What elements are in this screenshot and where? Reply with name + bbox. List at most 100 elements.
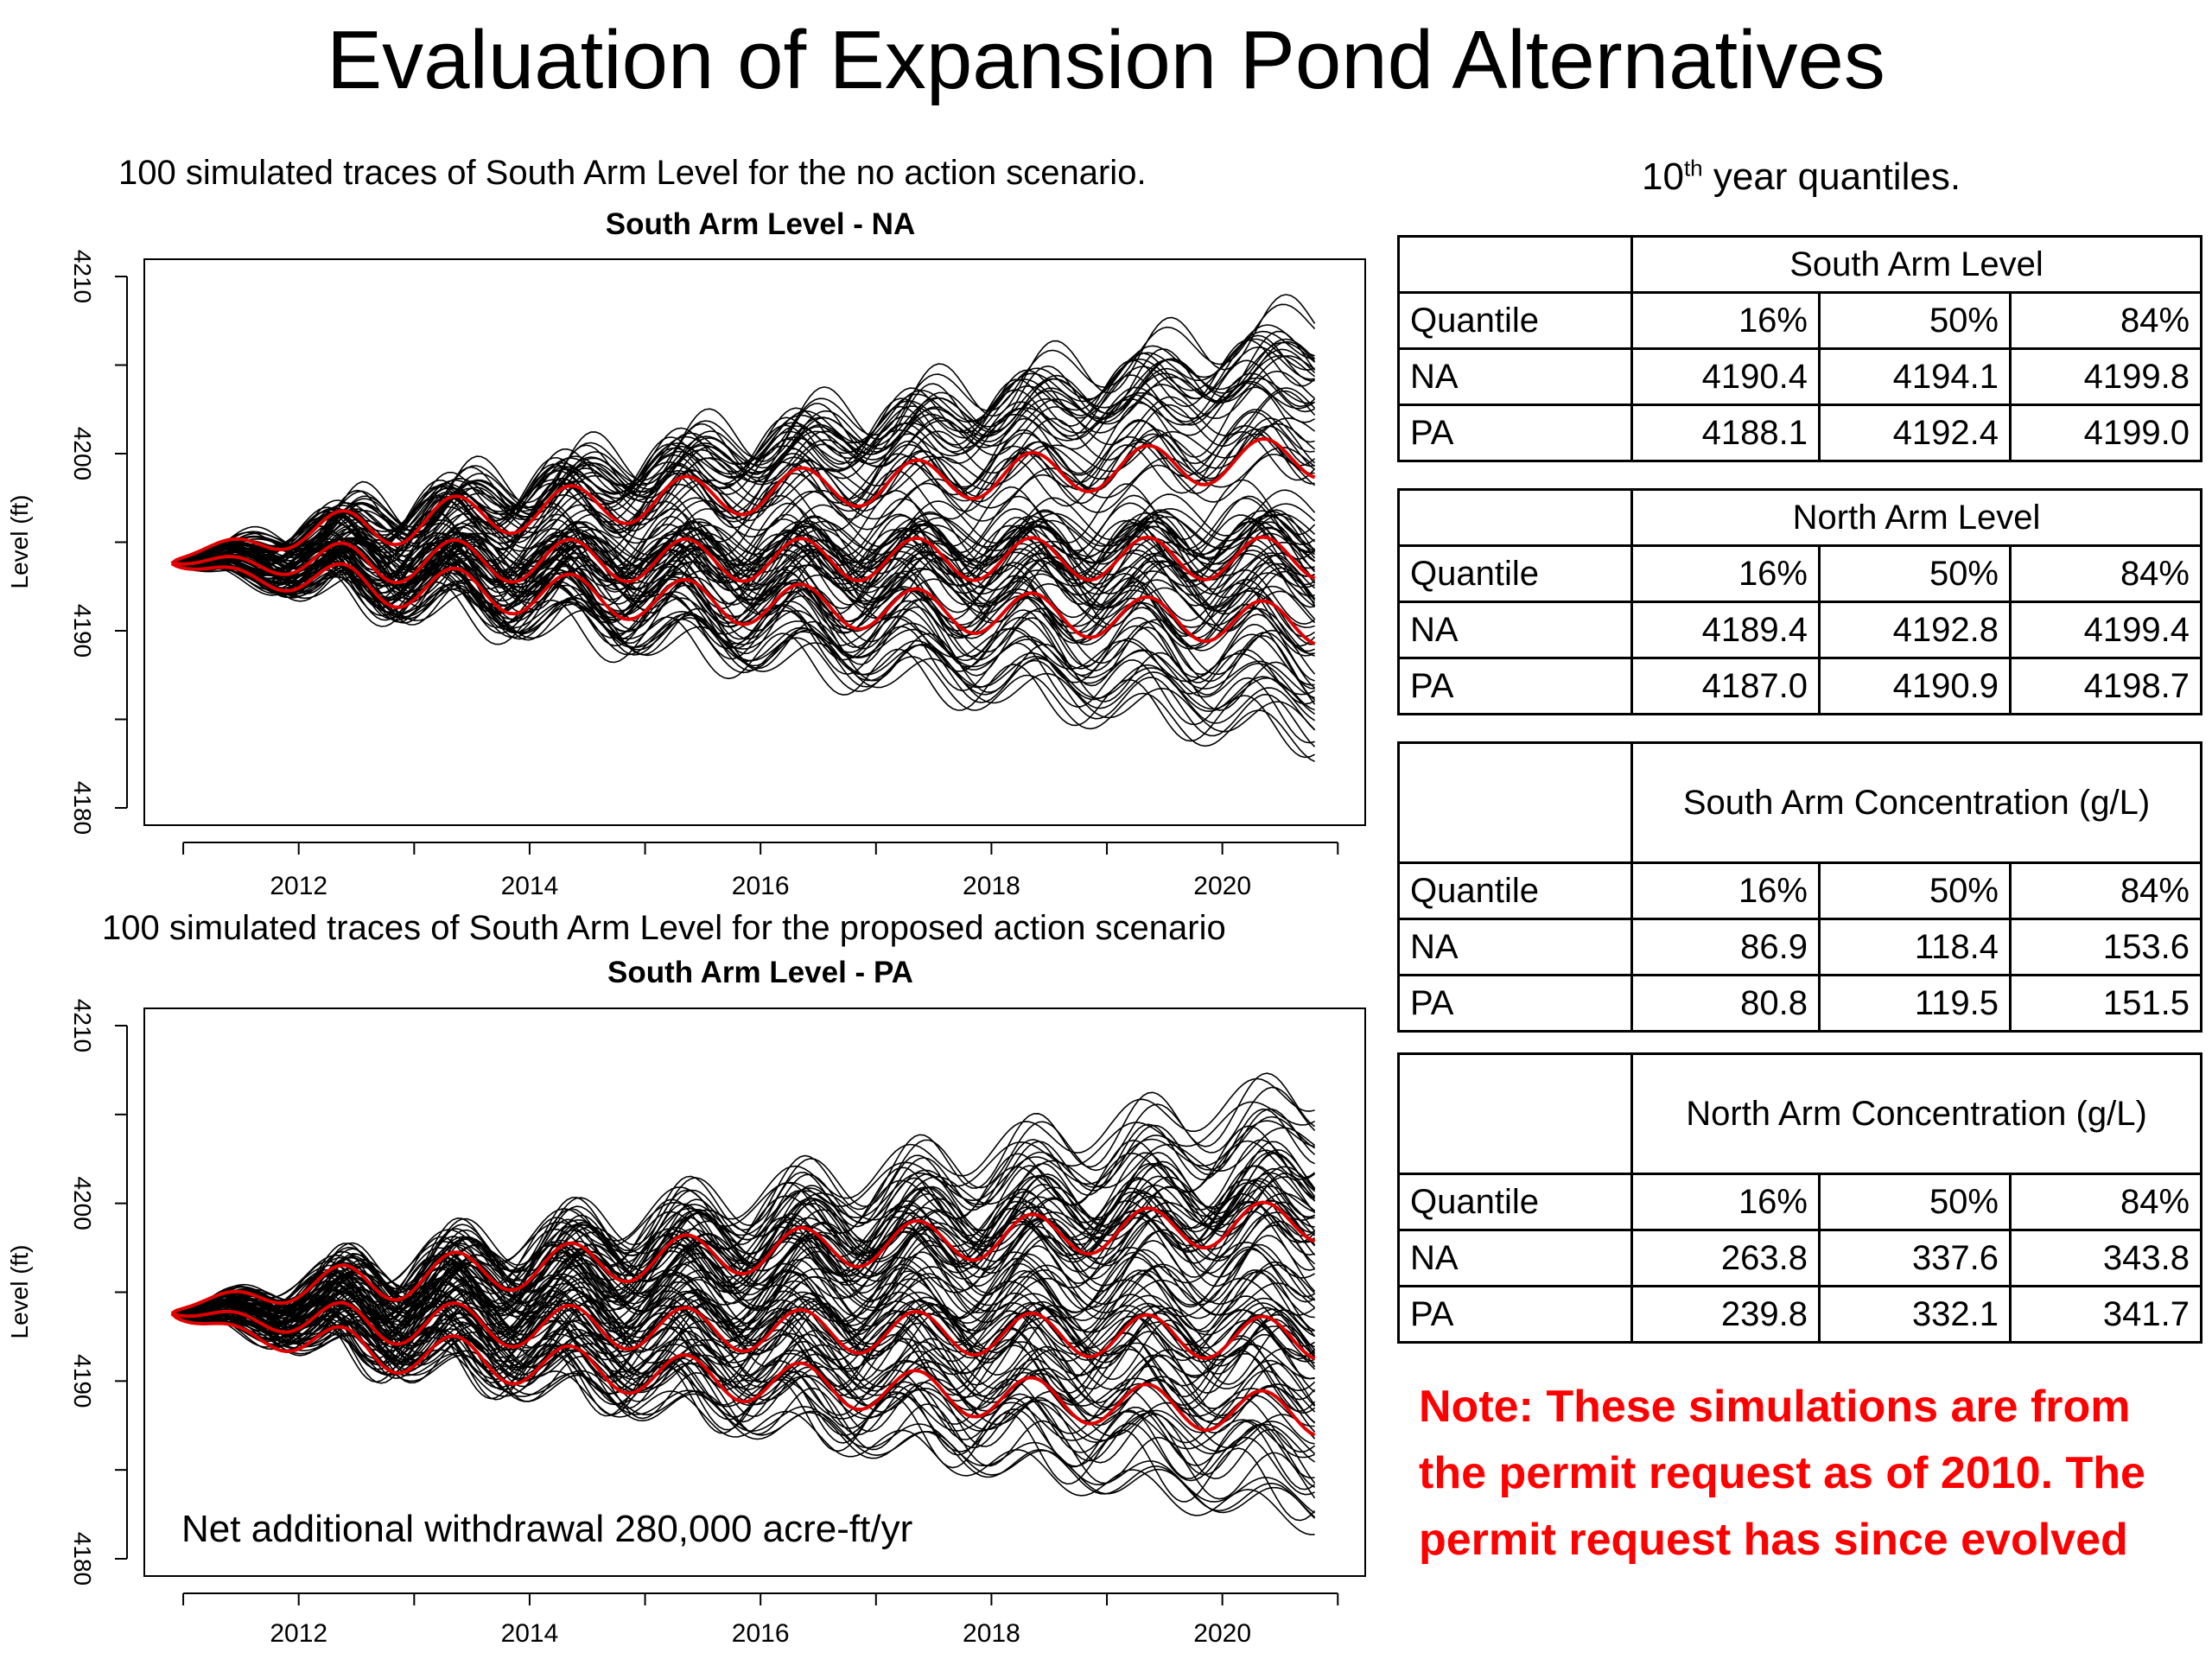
row-label: PA [1397, 657, 1633, 715]
trace-line [171, 1151, 1316, 1314]
plot-frame [143, 1007, 1366, 1577]
x-tick-label: 2018 [963, 1619, 1020, 1648]
trace-line [171, 1125, 1316, 1314]
trace-line [171, 509, 1316, 582]
col-84: 84% [2008, 1173, 2203, 1231]
trace-line [171, 430, 1316, 571]
table-cell: 151.5 [2009, 974, 2202, 1033]
trace-line [171, 387, 1316, 564]
pa-annotation: Net additional withdrawal 280,000 acre-f… [181, 1508, 913, 1550]
table-cell: 4187.0 [1630, 657, 1821, 715]
trace-line [171, 563, 1315, 705]
table-cell: 4198.7 [2009, 657, 2202, 715]
table-south-arm-level: South Arm Level Quantile 16% 50% 84% NA 4190… [1397, 235, 2203, 462]
table-south-arm-concentration: South Arm Concentration (g/L) Quantile 16… [1397, 741, 2202, 1033]
trace-line [171, 560, 1315, 629]
table-cell: 4192.4 [1818, 404, 2012, 462]
trace-line [171, 1313, 1315, 1535]
quantile-label: Quantile [1397, 291, 1633, 350]
col-16: 16% [1630, 291, 1821, 350]
trace-line [171, 1214, 1316, 1326]
trace-line [171, 1313, 1316, 1463]
x-tick-label: 2012 [270, 1619, 327, 1648]
quantiles-heading-suffix: th [1683, 155, 1703, 181]
trace-line [171, 1086, 1316, 1314]
trace-line [171, 294, 1316, 564]
trace-line [171, 303, 1316, 564]
table-title: South Arm Concentration (g/L) [1630, 741, 2202, 864]
x-tick-label: 2020 [1193, 1619, 1251, 1648]
trace-line [171, 1077, 1315, 1314]
trace-line [171, 1277, 1316, 1328]
quantile-line-50 [171, 535, 1316, 585]
table-cell: 4199.8 [2008, 347, 2203, 406]
row-label: PA [1397, 404, 1633, 462]
chart-na: 4180 4190 4200 4210 Level (ft) 2012 2014 2016 20… [6, 250, 1366, 900]
charts-canvas: 4180 4190 4200 4210 Level (ft) 2012 2014 2016 20… [6, 250, 1366, 1648]
table-title: South Arm Level [1630, 235, 2203, 294]
trace-line [171, 494, 1315, 579]
table-cell: 80.8 [1630, 974, 1821, 1033]
quantiles-heading-number: 10 [1642, 156, 1684, 198]
quantile-line-16 [170, 562, 1316, 645]
chart-pa: 4180 4190 4200 4210 Level (ft) 2012 2014 2016 20… [6, 999, 1366, 1648]
trace-line [171, 563, 1315, 759]
x-tick-label: 2014 [501, 1619, 559, 1648]
trace-line [171, 1313, 1316, 1453]
x-tick-label: 2016 [732, 872, 790, 900]
trace-line [171, 1192, 1316, 1315]
plot-frame [143, 258, 1366, 826]
y-tick-label: 4180 [69, 1532, 96, 1586]
col-84: 84% [2009, 861, 2202, 920]
trace-line [171, 479, 1316, 574]
trace-line [171, 1312, 1315, 1445]
row-label: NA [1397, 1229, 1633, 1287]
table-cell: 239.8 [1630, 1285, 1821, 1344]
table-cell: 337.6 [1818, 1229, 2012, 1287]
col-16: 16% [1630, 1173, 1821, 1231]
trace-line [171, 1306, 1316, 1423]
table-cell: 4189.4 [1630, 601, 1821, 659]
table-cell: 341.7 [2008, 1285, 2203, 1344]
quantile-line-84 [170, 436, 1316, 565]
trace-line [171, 1199, 1316, 1323]
pa-caption: 100 simulated traces of South Arm Level … [102, 909, 1226, 947]
quantile-line-16 [170, 1312, 1316, 1437]
y-axis-label: Level (ft) [6, 1245, 33, 1339]
col-50: 50% [1818, 291, 2012, 350]
table-cell: 4188.1 [1630, 404, 1821, 462]
col-16: 16% [1630, 861, 1821, 920]
trace-line [171, 1304, 1316, 1401]
table-title: North Arm Level [1630, 488, 2202, 547]
table-cell: 4199.4 [2009, 601, 2202, 659]
trace-line [171, 340, 1316, 564]
x-tick-label: 2012 [270, 872, 327, 900]
quantile-label: Quantile [1397, 544, 1633, 603]
y-tick-label: 4190 [69, 604, 96, 658]
y-tick-label: 4180 [69, 781, 96, 835]
col-84: 84% [2008, 291, 2203, 350]
na-caption: 100 simulated traces of South Arm Level … [118, 154, 1147, 192]
table-north-arm-level: North Arm Level Quantile 16% 50% 84% NA 4189… [1397, 488, 2202, 715]
trace-line [171, 1313, 1316, 1522]
na-chart-title: South Arm Level - NA [605, 207, 916, 241]
table-cell: 4192.8 [1818, 601, 2012, 659]
row-label: PA [1397, 1285, 1633, 1344]
y-tick-label: 4210 [69, 999, 96, 1052]
table-title: North Arm Concentration (g/L) [1630, 1052, 2203, 1175]
table-cell: 343.8 [2008, 1229, 2203, 1287]
trace-line [171, 514, 1316, 580]
trace-line [171, 1179, 1316, 1314]
trace-line [171, 550, 1316, 610]
note-text: Note: These simulations are from the per… [1419, 1382, 2145, 1565]
table-cell: 153.6 [2009, 918, 2202, 976]
trace-line [171, 446, 1316, 564]
table-cell: 4190.9 [1818, 657, 2012, 715]
trace-line [171, 1313, 1316, 1500]
quantile-line-50 [171, 1300, 1316, 1361]
y-tick-label: 4190 [69, 1354, 96, 1408]
trace-line [171, 1263, 1316, 1319]
col-84: 84% [2009, 544, 2202, 603]
y-tick-label: 4200 [69, 427, 96, 480]
quantile-label: Quantile [1397, 1173, 1633, 1231]
